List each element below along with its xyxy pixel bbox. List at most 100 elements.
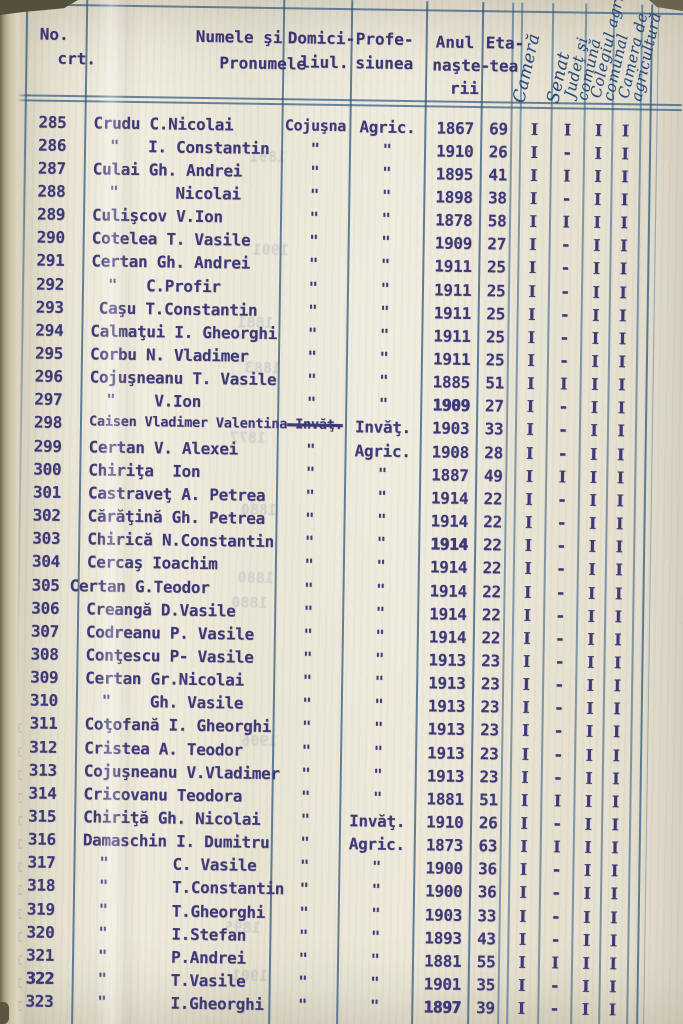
vote-mark: I <box>613 653 622 673</box>
age: 69 <box>488 118 508 138</box>
vote-mark: I <box>614 629 622 650</box>
vote-mark: I <box>521 721 530 741</box>
row-number: 297 <box>34 389 63 410</box>
birth-year: 1913 <box>427 742 465 763</box>
vote-mark: I <box>615 537 623 557</box>
row-number: 313 <box>28 760 57 780</box>
vote-mark: I <box>522 651 531 671</box>
birth-year: 1887 <box>431 465 469 485</box>
vote-mark: - <box>555 559 566 580</box>
row-number: 317 <box>27 852 56 873</box>
vote-mark: I <box>582 907 591 927</box>
domicile: " <box>310 162 320 181</box>
vote-mark: I <box>609 907 618 927</box>
vote-mark: I <box>530 119 539 139</box>
domicile: " <box>307 370 317 389</box>
row-number: 303 <box>32 528 61 549</box>
vote-mark: I <box>524 512 533 532</box>
domicile: " <box>299 879 309 899</box>
vote-mark: I <box>585 722 594 742</box>
birth-year: 1913 <box>428 673 466 694</box>
bleedthrough-year: 1881 <box>237 313 274 333</box>
birth-year: 1913 <box>428 650 466 670</box>
age: 38 <box>487 188 507 208</box>
vote-mark: - <box>549 976 560 997</box>
domicile: " <box>303 625 313 644</box>
profession: " <box>374 695 384 714</box>
domicile: " <box>301 741 311 760</box>
birth-year: 1900 <box>424 881 463 902</box>
vote-mark: I <box>619 282 627 302</box>
vote-mark: I <box>553 791 562 811</box>
bleedthrough-year: 1895 <box>224 918 261 937</box>
domicile: " <box>304 579 314 598</box>
vote-mark: I <box>588 513 597 533</box>
bleedthrough-year: 1877 <box>229 428 267 447</box>
age: 27 <box>484 396 504 416</box>
profession: " <box>380 256 390 275</box>
profession: Agric. <box>348 834 405 855</box>
birth-year: 1910 <box>435 141 474 161</box>
header-year-line3: rii <box>449 78 480 99</box>
vote-mark: I <box>587 583 596 603</box>
domicile: " <box>302 671 312 690</box>
birth-year: 1911 <box>433 326 471 346</box>
vote-mark: I <box>589 444 598 464</box>
vote-mark: I <box>617 398 626 418</box>
vote-mark: I <box>589 467 597 487</box>
vote-mark: I <box>593 212 601 232</box>
paper-crease <box>96 0 142 1024</box>
name: I.Gheorghi <box>170 993 264 1015</box>
vote-mark: I <box>591 328 600 348</box>
vote-mark: I <box>619 236 628 256</box>
vote-mark: I <box>553 837 561 857</box>
vote-mark: I <box>612 745 620 765</box>
age: 27 <box>487 234 507 254</box>
birth-year: 1911 <box>433 279 472 300</box>
vote-mark: I <box>591 305 600 325</box>
vote-mark: I <box>563 119 572 139</box>
vote-mark: I <box>584 791 593 811</box>
profession: " <box>377 510 387 529</box>
profession: " <box>372 788 382 807</box>
vote-mark: I <box>523 605 531 625</box>
header-profession-line2: siunea <box>355 53 414 74</box>
name: V.Ion <box>154 391 202 412</box>
age: 23 <box>480 674 500 694</box>
name: C.Profir <box>145 275 221 296</box>
header-name-line1: Numele şi <box>195 26 283 48</box>
vote-mark: - <box>556 536 567 557</box>
vote-mark: I <box>558 467 566 487</box>
vote-mark: I <box>522 674 530 694</box>
vote-mark: I <box>517 975 526 995</box>
name: C. Vasile <box>172 854 257 876</box>
vote-mark: I <box>525 443 534 463</box>
vote-mark: I <box>614 583 623 603</box>
vote-mark: I <box>583 861 592 881</box>
birth-year: 1911 <box>434 256 472 277</box>
profession: " <box>373 742 383 761</box>
profession: " <box>370 950 380 969</box>
header-no-line2: crt. <box>57 48 97 69</box>
row-number: 295 <box>34 343 64 363</box>
vote-mark: I <box>562 166 571 186</box>
row-number: 319 <box>26 899 55 919</box>
vote-mark: I <box>621 143 629 163</box>
profession: " <box>382 163 392 182</box>
name: Gh. Vasile <box>149 692 244 713</box>
profession: " <box>371 904 381 923</box>
profession: " <box>373 765 383 784</box>
vote-mark: I <box>582 953 590 973</box>
header-domicile-line1: Domici- <box>287 28 356 49</box>
profession: Invăţ. <box>354 417 412 438</box>
row-number: 310 <box>29 690 59 711</box>
birth-year: 1914 <box>429 557 468 578</box>
vote-mark: - <box>558 397 569 418</box>
vote-mark: I <box>519 883 527 903</box>
profession: " <box>381 232 391 252</box>
vote-mark: I <box>592 282 600 302</box>
profession: Agric. <box>354 440 411 461</box>
vote-mark: - <box>550 906 561 927</box>
birth-year: 1900 <box>425 858 463 879</box>
profession: " <box>382 140 392 159</box>
